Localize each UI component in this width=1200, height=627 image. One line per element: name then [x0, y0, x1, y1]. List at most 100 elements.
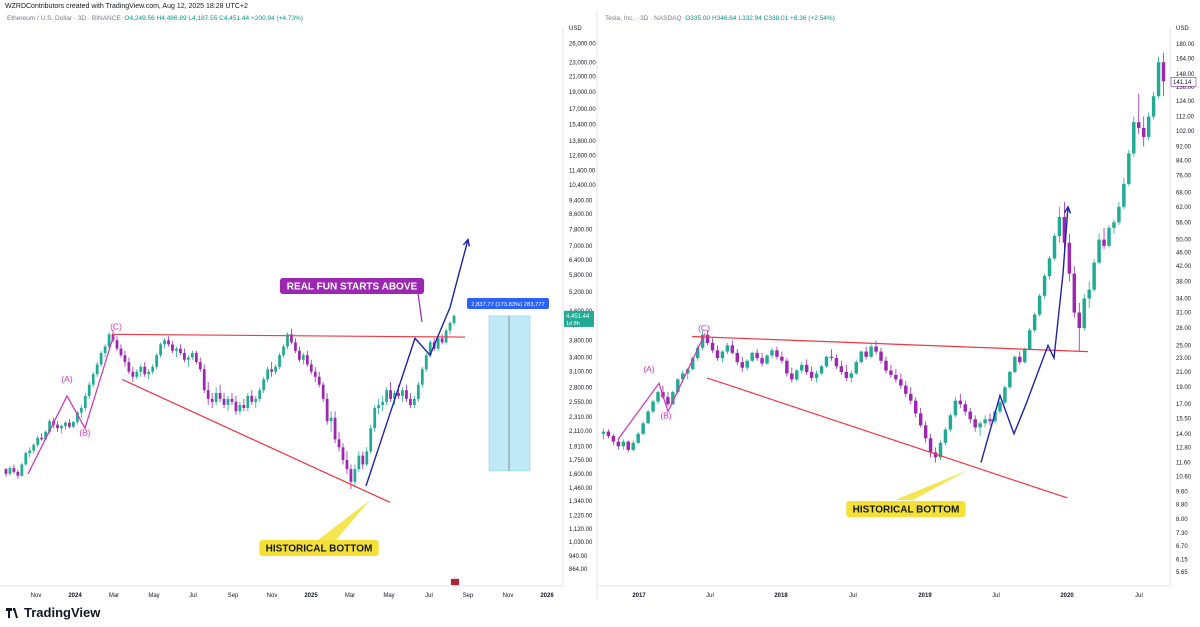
- g-eth-currency-label: USD: [569, 26, 582, 32]
- g-eth-y-tick-24: 2,310.00: [569, 415, 593, 421]
- g-eth-candle-body: [40, 437, 44, 440]
- g-eth-y-tick-29: 1,460.00: [569, 486, 593, 492]
- g-tsla-y-tick-36: 5.65: [1176, 570, 1188, 576]
- g-eth-candle-body: [75, 412, 79, 422]
- eth-chart[interactable]: USD 26,000.00 23,000.00 21,000.00 19,000.00 1…: [0, 10, 598, 600]
- g-eth-candle-body: [412, 398, 416, 405]
- g-tsla-y-tick-6: 102.00: [1176, 129, 1195, 135]
- g-tsla-currency-label: USD: [1176, 26, 1189, 32]
- eth-price-tag: [564, 310, 594, 327]
- tsla-close: C338.01: [763, 15, 789, 22]
- g-eth-candle-body: [194, 352, 198, 363]
- eth-measure-box: [488, 315, 531, 472]
- tsla-legend: Tesla, Inc. · 3D · NASDAQ O335.00 H346.6…: [605, 15, 835, 22]
- g-eth-candle-body: [329, 417, 333, 422]
- g-eth-trendline-lower: [121, 378, 391, 503]
- g-tsla-candle-body: [933, 452, 938, 458]
- g-tsla-y-tick-7: 92.00: [1176, 145, 1192, 151]
- g-eth-candle-body: [270, 369, 274, 372]
- g-tsla-candle-body: [671, 392, 675, 405]
- g-tsla-candle-body: [715, 350, 720, 359]
- g-tsla-wave-label-0: (A): [643, 364, 655, 374]
- g-eth-wave-label-0: (A): [61, 374, 73, 384]
- g-tsla-candle-body: [601, 431, 606, 434]
- g-eth-y-tick-9: 10,400.00: [569, 183, 596, 189]
- g-tsla-candle-body: [983, 419, 987, 424]
- g-tsla-candle-body: [1027, 330, 1032, 350]
- g-eth-candle-body: [317, 376, 321, 385]
- g-eth-y-tick-23: 2,550.00: [569, 400, 593, 406]
- g-eth-candle-body: [405, 390, 408, 399]
- g-tsla-candle-body: [1032, 314, 1037, 331]
- g-eth-candle-body: [297, 350, 301, 360]
- eth-high: H4,486.89: [156, 15, 187, 22]
- g-tsla-y-tick-12: 56.00: [1176, 220, 1192, 226]
- eth-measure-tag: [467, 298, 549, 309]
- g-eth-y-tick-10: 9,400.00: [569, 198, 593, 204]
- g-eth-candle-body: [123, 355, 127, 363]
- eth-low: L4,187.55: [188, 15, 218, 22]
- g-eth-candle-body: [143, 366, 147, 375]
- g-eth-candle-body: [393, 393, 396, 399]
- g-tsla-candle-body: [859, 351, 863, 363]
- g-tsla-y-tick-29: 10.60: [1176, 474, 1192, 480]
- g-eth-y-tick-6: 13,800.00: [569, 139, 596, 145]
- g-tsla-candle-body: [993, 411, 997, 422]
- g-tsla-projection-path: [980, 206, 1069, 463]
- g-tsla-wave-path: [617, 333, 706, 440]
- g-eth-candle-body: [254, 398, 258, 402]
- g-tsla-candle-body: [844, 371, 849, 378]
- g-tsla-y-tick-20: 25.00: [1176, 343, 1192, 349]
- tradingview-logo: TradingView: [6, 605, 100, 620]
- g-eth-candle-body: [83, 395, 87, 409]
- g-tsla-candle-body: [839, 366, 844, 372]
- eth-callout-real-fun: REAL FUN STARTS ABOVE: [279, 278, 425, 294]
- g-eth-candle-body: [262, 379, 266, 391]
- g-eth-candle-body: [286, 334, 289, 347]
- g-tsla-x-tick-0: 2017: [632, 593, 646, 599]
- g-eth-candle-body: [183, 352, 186, 360]
- eth-callout-yellow-pointer: [318, 500, 370, 540]
- tradingview-logo-text: TradingView: [24, 605, 101, 620]
- g-eth-y-tick-13: 7,000.00: [569, 244, 593, 250]
- g-tsla-candle-body: [785, 360, 789, 374]
- g-tsla-x-tick-1: Jul: [706, 593, 714, 599]
- g-tsla-candle-body: [1122, 183, 1126, 207]
- g-tsla-candle-body: [928, 438, 933, 453]
- g-tsla-candle-body: [780, 356, 784, 361]
- g-eth-x-tick-7: 2025: [304, 593, 318, 599]
- g-tsla-candle-body: [814, 373, 819, 378]
- g-eth-candle-body: [365, 451, 369, 465]
- g-tsla-candle-body: [656, 392, 660, 402]
- g-eth-candle-body: [353, 469, 357, 482]
- g-tsla-candle-body: [819, 366, 824, 374]
- g-eth-candle-body: [139, 366, 143, 372]
- g-eth-candle-body: [79, 408, 83, 413]
- g-tsla-candle-body: [869, 346, 873, 357]
- tsla-callout-bottom-text: HISTORICAL BOTTOM: [853, 505, 960, 516]
- g-eth-candle-body: [242, 404, 246, 409]
- g-eth-y-tick-33: 1,030.00: [569, 540, 593, 546]
- g-tsla-candle-body: [631, 442, 635, 450]
- g-tsla-y-tick-1: 164.00: [1176, 56, 1195, 62]
- g-eth-candle-body: [175, 348, 178, 351]
- g-eth-candle-body: [409, 398, 412, 405]
- g-tsla-candle-body: [894, 374, 898, 380]
- g-tsla-candle-body: [611, 436, 616, 442]
- g-tsla-candle-body: [695, 347, 700, 359]
- g-eth-candle-body: [361, 455, 365, 465]
- g-tsla-y-tick-11: 62.00: [1176, 205, 1192, 211]
- g-tsla-candle-body: [730, 345, 735, 353]
- tsla-chart[interactable]: USD 180.00 164.00 148.00 136.00 124.00 112.00 1…: [598, 26, 1197, 599]
- g-tsla-y-tick-28: 11.60: [1176, 461, 1191, 467]
- eth-change: +200.94 (+4.73%): [250, 15, 303, 22]
- g-eth-candle-body: [8, 468, 12, 474]
- g-tsla-candle-body: [1117, 206, 1121, 223]
- g-eth-candle-body: [64, 422, 67, 427]
- g-eth-candle-body: [87, 384, 91, 396]
- g-eth-candle-body: [301, 355, 305, 360]
- g-tsla-candle-body: [834, 358, 839, 367]
- g-eth-wave-label-1: (B): [79, 428, 91, 438]
- g-eth-candle-body: [135, 371, 139, 377]
